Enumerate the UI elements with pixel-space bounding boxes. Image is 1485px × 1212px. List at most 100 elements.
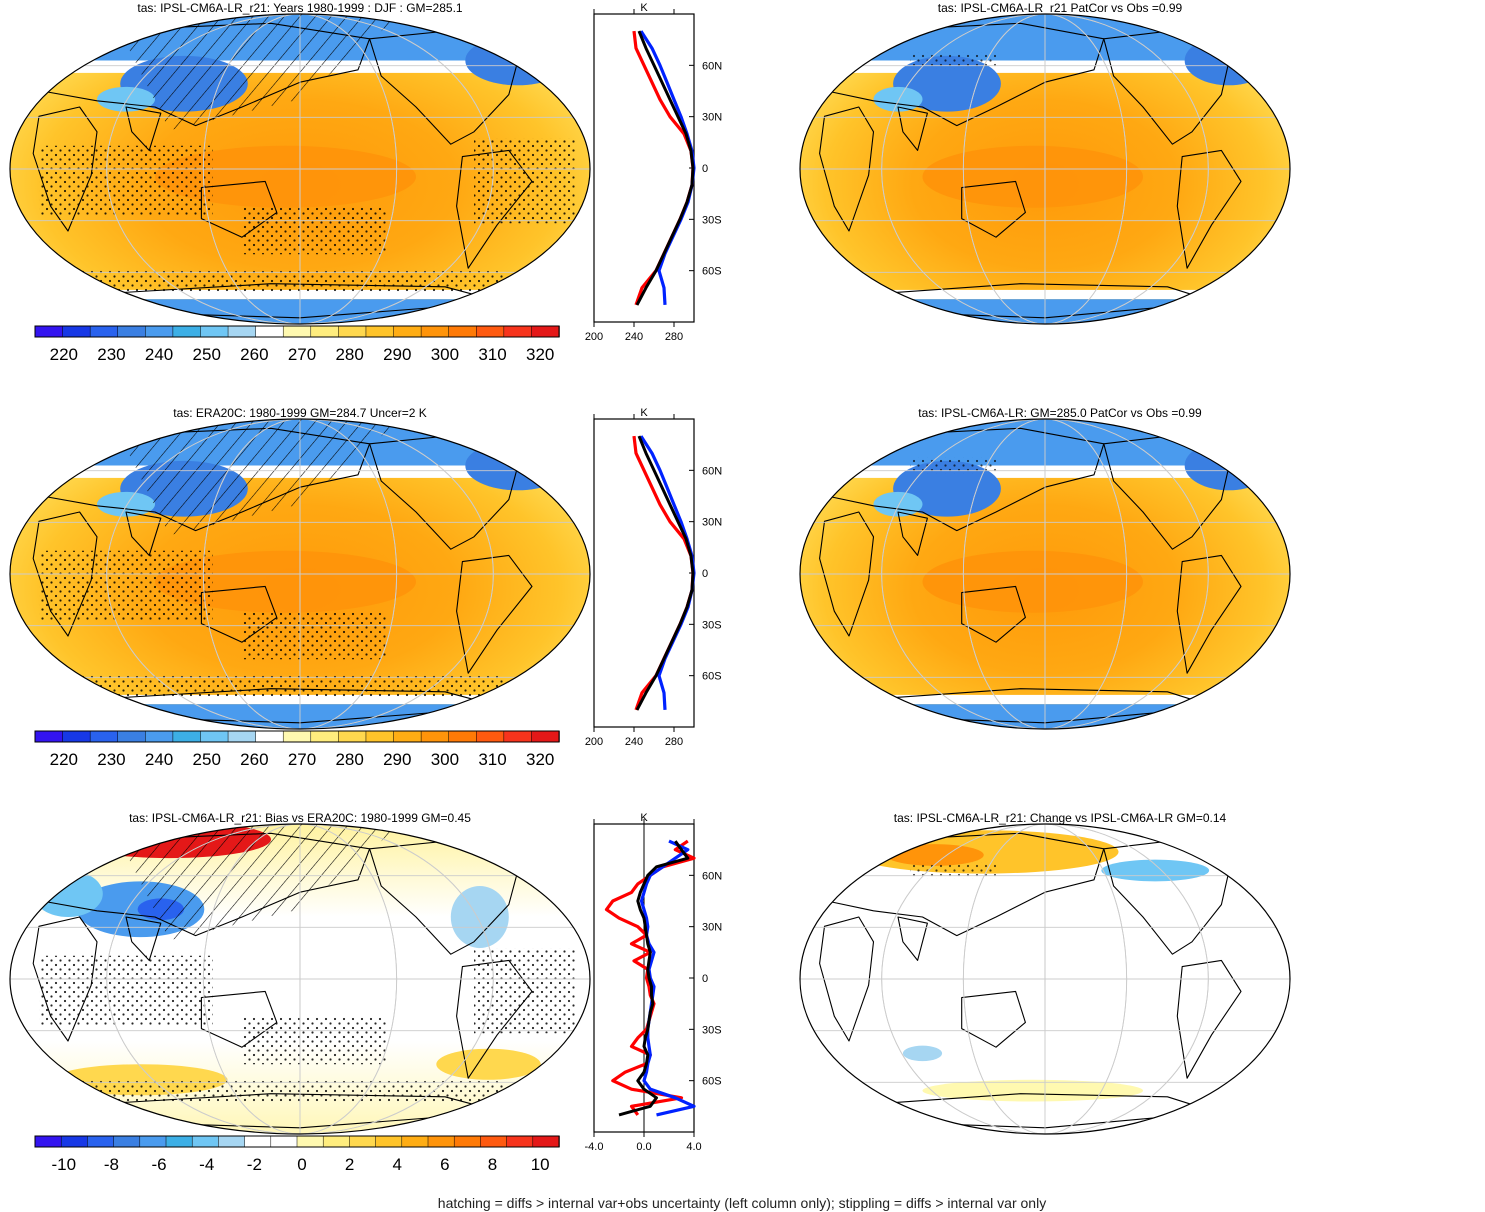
colorbar-label: 260 [240, 345, 268, 364]
colorbar-swatch [338, 325, 367, 338]
colorbar-swatch [87, 1135, 115, 1148]
graticule-lon [881, 824, 1209, 1134]
stippling [474, 138, 576, 224]
land-outline-1 [819, 916, 875, 1042]
graticule-lon [962, 824, 1128, 1134]
land-outline-4 [961, 180, 1026, 238]
colorbar-swatch [117, 325, 147, 338]
colorbar-swatch [191, 1135, 220, 1148]
profile-x-label: 4.0 [686, 1141, 701, 1153]
profile-lat-label: 60N [702, 870, 722, 882]
stippling [39, 550, 213, 621]
colorbar-label: 300 [431, 750, 459, 769]
colorbar-swatch [89, 730, 119, 743]
profile-x-label: 280 [665, 331, 683, 343]
colorbar-label: 6 [440, 1155, 449, 1174]
footer-note: hatching = diffs > internal var+obs unce… [438, 1195, 1046, 1211]
hatching [111, 419, 402, 536]
profile-frame [593, 418, 695, 728]
map-border [9, 823, 591, 1135]
graticule-lon [106, 824, 494, 1134]
colorbar-swatch [270, 1135, 298, 1148]
colorbar-swatch [145, 325, 174, 338]
land-outline-6 [1176, 554, 1242, 674]
colorbar-swatch [218, 1135, 246, 1148]
colorbar-label: 240 [145, 750, 173, 769]
colorbar-swatch [34, 730, 64, 743]
colorbar-swatch [34, 1135, 62, 1148]
profile-unit: K [640, 2, 648, 14]
colorbar-label: 220 [50, 345, 78, 364]
profile-lat-label: 30S [702, 1024, 722, 1036]
land-outline-2 [823, 22, 1105, 127]
colorbar-swatch [227, 325, 257, 338]
stippling [242, 207, 387, 255]
stippling [910, 862, 996, 879]
panel-1: tas: IPSL-CM6A-LR_r21: Years 1980-1999 :… [9, 1, 722, 364]
colorbar-swatch [480, 1135, 508, 1148]
stippling [39, 955, 213, 1026]
colorbar-label: 310 [478, 750, 506, 769]
map-border [799, 418, 1291, 730]
colorbar-swatch [255, 325, 284, 338]
map-border [799, 13, 1291, 325]
colorbar-swatch [476, 325, 505, 338]
land-outline-3 [897, 916, 928, 961]
panel-2: tas: IPSL-CM6A-LR_r21 PatCor vs Obs =0.9… [799, 1, 1291, 325]
colorbar-label: -2 [247, 1155, 262, 1174]
land-outline-6 [1176, 149, 1242, 269]
stippling [68, 674, 503, 698]
land-outline-2 [823, 832, 1105, 937]
map-area [800, 419, 1290, 729]
colorbar-swatch [244, 1135, 272, 1148]
colorbar-swatch [476, 730, 505, 743]
colorbar-label: 0 [297, 1155, 306, 1174]
graticule-lon [106, 419, 494, 729]
profile-unit: K [640, 407, 648, 419]
land-outline-4 [961, 990, 1026, 1048]
colorbar-frame [34, 1135, 560, 1148]
colorbar-swatch [282, 325, 312, 338]
colorbar-swatch [349, 1135, 377, 1148]
colorbar-label: 280 [335, 345, 363, 364]
colorbar-swatch [296, 1135, 324, 1148]
land-outline-6 [1176, 959, 1242, 1079]
profile-lat-label: 0 [702, 568, 708, 580]
map-southatl-warm-bias [436, 1048, 541, 1080]
colorbar-label: 250 [193, 345, 221, 364]
colorbar-label: 300 [431, 345, 459, 364]
colorbar-swatch [310, 325, 340, 338]
land-outline-1 [819, 511, 875, 637]
land-outline-3 [897, 511, 928, 556]
colorbar-swatch [393, 325, 422, 338]
colorbar-swatch [365, 730, 395, 743]
colorbar-swatch [448, 730, 478, 743]
colorbar-label: 250 [193, 750, 221, 769]
graticule-lon [881, 14, 1209, 324]
colorbar-swatch [420, 325, 450, 338]
colorbar-label: 260 [240, 750, 268, 769]
graticule-lon [106, 14, 494, 324]
profile-x-label: 240 [625, 736, 643, 748]
stippling [39, 145, 213, 216]
colorbar-swatch [60, 1135, 89, 1148]
profile-unit: K [640, 812, 648, 824]
colorbar-swatch [200, 730, 229, 743]
colorbar-swatch [139, 1135, 167, 1148]
map-southern-change [922, 1079, 1143, 1102]
map-area [800, 14, 1290, 324]
colorbar-swatch [322, 1135, 351, 1148]
colorbar-swatch [453, 1135, 482, 1148]
colorbar-swatch [113, 1135, 141, 1148]
panel-title: tas: IPSL-CM6A-LR_r21 PatCor vs Obs =0.9… [938, 1, 1183, 15]
colorbar-swatch [365, 325, 395, 338]
stippling [242, 612, 387, 660]
graticule-lon [202, 14, 398, 324]
profile-lat-label: 30N [702, 922, 722, 934]
map-arctic-change-strong [885, 844, 984, 866]
panel-6: tas: IPSL-CM6A-LR_r21: Change vs IPSL-CM… [799, 811, 1291, 1135]
profile-line-black [635, 30, 695, 306]
land-outline-2 [823, 427, 1105, 532]
colorbar-swatch [145, 730, 174, 743]
